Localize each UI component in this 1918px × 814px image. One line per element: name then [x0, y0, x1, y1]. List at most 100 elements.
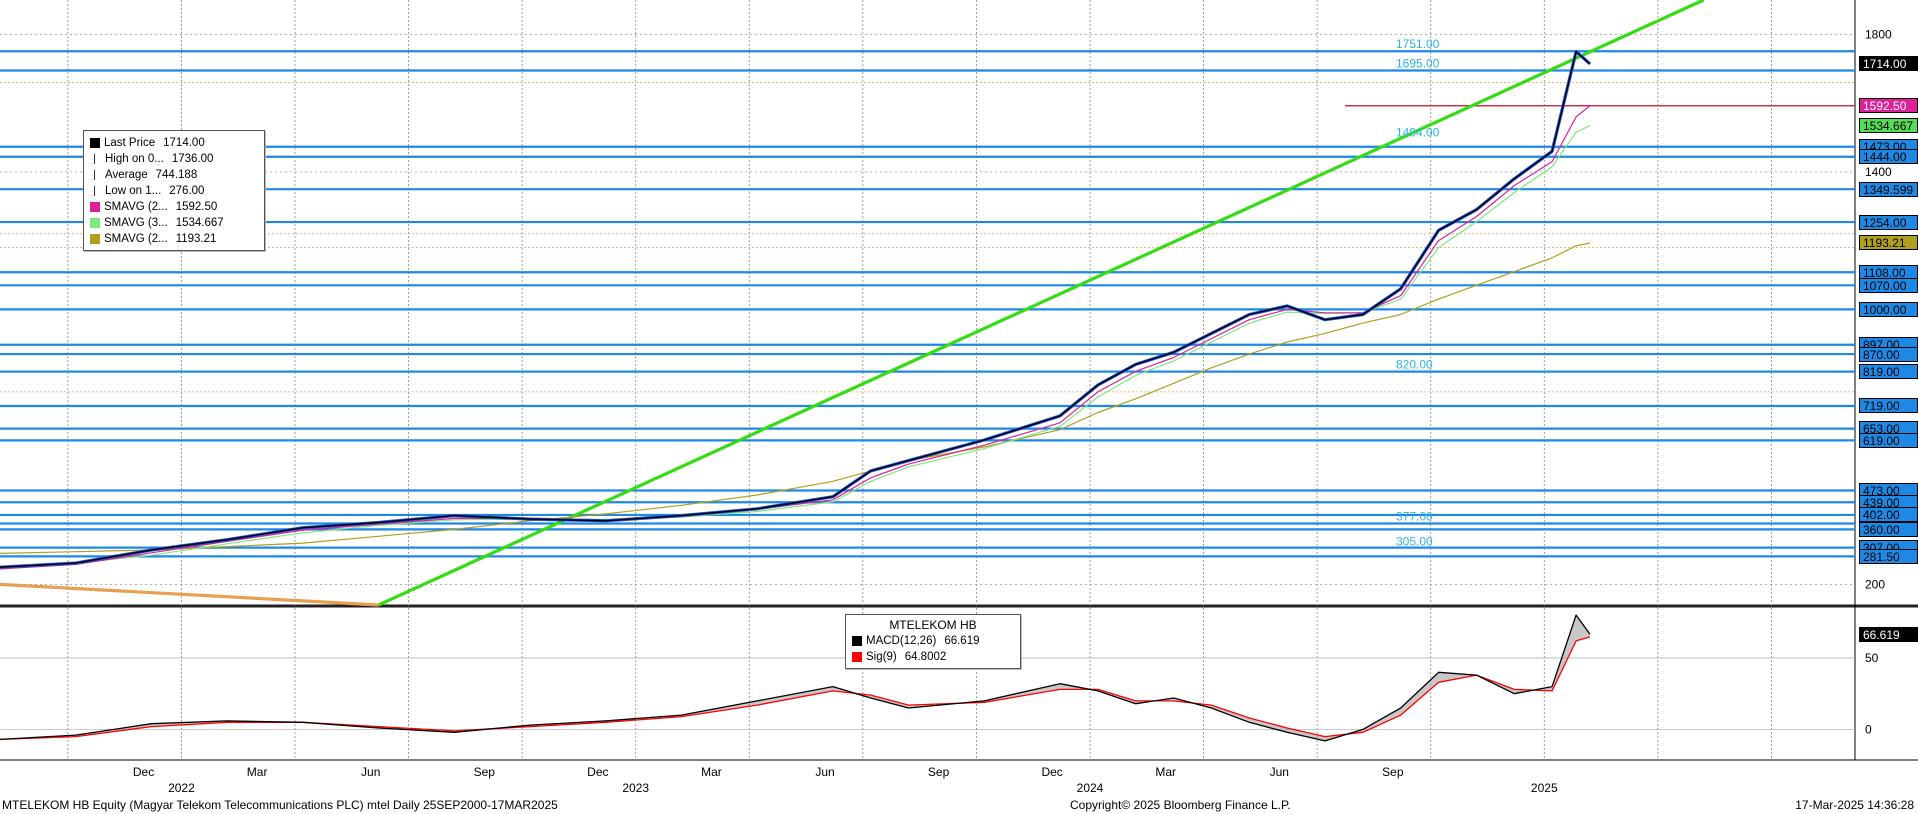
trendline — [0, 582, 379, 607]
price-legend-row[interactable]: Last Price 1714.00 — [90, 135, 258, 151]
legend-value: 1534.667 — [175, 217, 224, 229]
legend-value: 1592.50 — [175, 201, 218, 213]
macd-y-tick-label: 50 — [1865, 651, 1879, 665]
legend-name: SMAVG (3... — [104, 217, 168, 229]
legend-swatch — [90, 234, 100, 244]
right-axis-tag: 1000.00 — [1859, 301, 1918, 317]
right-axis-tag: 1070.00 — [1859, 277, 1918, 293]
right-axis-tag: 1254.00 — [1859, 214, 1918, 230]
price-legend[interactable]: Last Price 1714.00 High on 0... 1736.00 Aver… — [83, 130, 265, 251]
x-tick-label: Sep — [928, 765, 950, 779]
right-axis-tag: 402.00 — [1859, 507, 1918, 523]
level-label: 377.00 — [1396, 510, 1433, 524]
right-axis-tag: 1592.50 — [1859, 98, 1918, 114]
macd-legend-row[interactable]: MACD(12,26) 66.619 — [852, 633, 1014, 649]
y-tick-label: 200 — [1865, 577, 1885, 591]
price-legend-row[interactable]: SMAVG (3... 1534.667 — [90, 215, 258, 231]
level-labels: 1751.00 1695.00 1494.00 820.00 377.00 305.00 — [1396, 37, 1440, 548]
level-label: 1751.00 — [1396, 37, 1440, 51]
series-lines — [0, 49, 1592, 570]
price-legend-row[interactable]: SMAVG (2... 1592.50 — [90, 199, 258, 215]
macd-legend-title: MTELEKOM HB — [889, 618, 977, 632]
x-tick-label: Mar — [1155, 765, 1176, 779]
level-label: 305.00 — [1396, 534, 1433, 548]
price-legend-row[interactable]: High on 0... 1736.00 — [90, 151, 258, 167]
footer-center: Copyright© 2025 Bloomberg Finance L.P. — [1070, 798, 1291, 812]
x-axis: Dec Mar Jun Sep Dec Mar Jun Sep Dec Mar Jun Sep 2022… — [133, 765, 1558, 795]
right-axis-tag: 1534.667 — [1859, 118, 1918, 134]
right-axis-tag: 1444.00 — [1859, 149, 1918, 165]
legend-swatch — [90, 218, 100, 228]
y-tick-label: 1400 — [1865, 165, 1892, 179]
signal-line — [0, 636, 1591, 741]
x-year-label: 2025 — [1531, 781, 1558, 795]
macd-y-tick-label: 0 — [1865, 722, 1872, 736]
legend-name: SMAVG (2... — [104, 201, 168, 213]
right-axis-tag: 360.00 — [1859, 521, 1918, 537]
right-axis-tag: 1349.599 — [1859, 181, 1918, 197]
x-tick-label: Sep — [474, 765, 496, 779]
price-legend-row[interactable]: SMAVG (2... 1193.21 — [90, 231, 258, 247]
right-axis-tag: 870.00 — [1859, 346, 1918, 362]
footer-right: 17-Mar-2025 14:36:28 — [1795, 798, 1914, 812]
x-tick-label: Jun — [815, 765, 834, 779]
macd-legend[interactable]: MTELEKOM HB MACD(12,26) 66.619 Sig(9) 64.80… — [845, 614, 1021, 669]
legend-name: SMAVG (2... — [104, 233, 168, 245]
level-label: 1494.00 — [1396, 126, 1440, 140]
x-tick-label: Jun — [361, 765, 380, 779]
legend-value: 276.00 — [169, 185, 205, 197]
x-tick-label: Sep — [1382, 765, 1404, 779]
x-tick-label: Dec — [1041, 765, 1062, 779]
x-year-label: 2024 — [1077, 781, 1104, 795]
legend-name: High on 0... — [105, 153, 164, 165]
macd-lines — [0, 614, 1591, 742]
price-legend-row[interactable]: Low on 1... 276.00 — [90, 183, 258, 199]
y-tick-labels: 200 1400 1800 0 50 — [1865, 27, 1892, 736]
x-tick-label: Jun — [1270, 765, 1289, 779]
high-icon — [94, 154, 101, 164]
x-tick-label: Mar — [701, 765, 722, 779]
x-tick-label: Dec — [587, 765, 608, 779]
right-axis-tag: 66.619 — [1859, 626, 1918, 642]
legend-name: Sig(9) — [866, 651, 897, 663]
legend-swatch — [852, 636, 862, 646]
right-axis-tag: 819.00 — [1859, 364, 1918, 380]
sma-line — [0, 242, 1591, 554]
trendlines — [0, 0, 1705, 607]
x-tick-label: Dec — [133, 765, 154, 779]
x-tick-label: Mar — [247, 765, 268, 779]
right-axis-tag: 719.00 — [1859, 398, 1918, 414]
legend-value: 66.619 — [944, 635, 980, 647]
sma-line — [0, 105, 1591, 570]
legend-name: Last Price — [104, 137, 156, 149]
level-label: 820.00 — [1396, 357, 1433, 371]
legend-value: 64.8002 — [904, 651, 947, 663]
right-axis-tag: 1193.21 — [1859, 235, 1918, 251]
legend-value: 1714.00 — [163, 137, 205, 149]
y-tick-label: 1800 — [1865, 27, 1892, 41]
legend-value: 1736.00 — [171, 153, 214, 165]
legend-swatch — [852, 652, 862, 662]
legend-swatch — [90, 202, 100, 212]
macd-line — [0, 614, 1591, 742]
x-year-label: 2022 — [168, 781, 195, 795]
right-axis-tag: 619.00 — [1859, 432, 1918, 448]
footer-left: MTELEKOM HB Equity (Magyar Telekom Telec… — [2, 798, 558, 812]
right-axis-tag: 281.50 — [1859, 548, 1918, 564]
legend-name: MACD(12,26) — [866, 635, 937, 647]
price-line — [0, 50, 1591, 568]
horizontal-levels — [0, 50, 1855, 558]
x-year-label: 2023 — [622, 781, 649, 795]
legend-name: Average — [105, 169, 148, 181]
legend-name: Low on 1... — [105, 185, 162, 197]
macd-legend-row[interactable]: Sig(9) 64.8002 — [852, 649, 1014, 665]
level-label: 1695.00 — [1396, 56, 1440, 70]
legend-swatch — [90, 138, 100, 148]
trendline — [377, 0, 1705, 607]
right-axis-tag: 1108.00 — [1859, 264, 1918, 280]
low-icon — [94, 186, 101, 196]
right-axis-tag: 1714.00 — [1859, 56, 1918, 72]
price-legend-row[interactable]: Average 744.188 — [90, 167, 258, 183]
sma-line — [0, 125, 1591, 569]
